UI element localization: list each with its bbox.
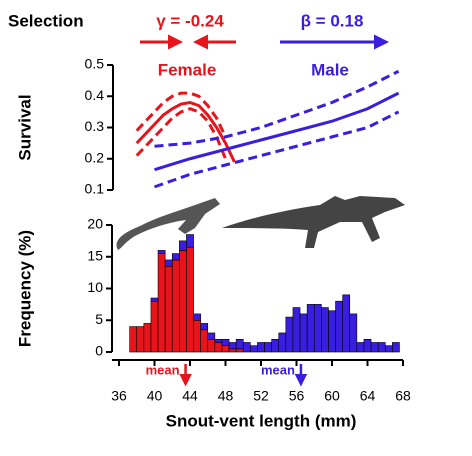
histogram-bar <box>328 310 336 353</box>
histogram-bar <box>299 313 308 353</box>
x-tick-label: 40 <box>147 388 163 404</box>
histogram-bar <box>207 332 216 340</box>
histogram-bar <box>207 338 216 353</box>
histogram-bar <box>285 316 294 353</box>
histogram-bar <box>157 250 166 254</box>
x-axis-label: Snout-vent length (mm) <box>166 411 357 430</box>
survival-line <box>154 110 400 189</box>
histogram-bar <box>264 342 272 353</box>
histogram-bar <box>342 294 351 353</box>
histogram-bar <box>356 342 365 353</box>
histogram-bar <box>200 323 209 331</box>
x-tick-label: 68 <box>395 388 411 404</box>
y-tick-label: 0.1 <box>85 181 105 197</box>
y-tick-label: 0.3 <box>85 118 105 134</box>
female-lizard <box>116 198 220 250</box>
mean-label: mean <box>146 362 180 377</box>
x-tick-label: 48 <box>218 388 234 404</box>
histogram-bar <box>164 265 173 353</box>
histogram-bar <box>392 342 400 353</box>
histogram-bar <box>313 304 322 353</box>
histogram-bar <box>278 332 287 353</box>
histogram-bar <box>221 338 230 346</box>
male-lizard <box>222 196 405 248</box>
y-axis-label: Frequency (%) <box>15 230 34 347</box>
y-tick-label: 0.2 <box>85 149 105 165</box>
histogram-bar <box>321 307 329 353</box>
histogram-bar <box>370 342 379 353</box>
mean-label: mean <box>261 362 295 377</box>
histogram-bar <box>186 234 194 248</box>
histogram-bar <box>179 240 187 251</box>
histogram-bar <box>228 342 237 350</box>
histogram-bar <box>250 345 258 353</box>
histogram-bar <box>143 323 152 353</box>
x-tick-label: 64 <box>360 388 376 404</box>
survival-line <box>154 91 400 172</box>
histogram-bar <box>228 348 237 353</box>
header: Selection <box>8 11 84 30</box>
histogram-bar <box>164 259 173 267</box>
x-tick-label: 60 <box>324 388 340 404</box>
histogram-bar <box>235 338 244 350</box>
y-tick-label: 20 <box>87 216 103 232</box>
histogram-bar <box>171 259 180 353</box>
y-tick-label: 0 <box>95 343 103 359</box>
y-tick-label: 0.5 <box>85 56 105 72</box>
histogram-bar <box>171 253 180 261</box>
x-tick-label: 52 <box>253 388 269 404</box>
histogram-bar <box>235 348 244 353</box>
histogram-bar <box>349 313 358 353</box>
histogram-bar <box>384 345 393 353</box>
survival-line <box>135 107 227 160</box>
histogram-bar <box>150 297 159 302</box>
x-tick-label: 36 <box>111 388 127 404</box>
survival-line <box>135 91 227 138</box>
histogram-bar <box>335 300 343 353</box>
selection-label: β = 0.18 <box>301 11 364 30</box>
y-axis-label: Survival <box>15 94 34 160</box>
sex-label: Female <box>158 60 217 79</box>
x-tick-label: 56 <box>289 388 305 404</box>
selection-label: γ = -0.24 <box>156 11 224 30</box>
histogram-bar <box>292 307 301 353</box>
y-tick-label: 15 <box>87 247 103 263</box>
histogram-bar <box>136 326 145 353</box>
histogram-bar <box>221 345 230 353</box>
histogram-bar <box>129 326 138 353</box>
y-tick-label: 0.4 <box>85 87 105 103</box>
histogram-bar <box>306 304 315 353</box>
histogram-bar <box>214 338 223 343</box>
histogram-bar <box>179 250 187 353</box>
histogram-bar <box>214 342 223 353</box>
survival-line <box>154 69 400 148</box>
x-tick-label: 44 <box>182 388 198 404</box>
sex-label: Male <box>311 60 349 79</box>
histogram-bar <box>150 300 159 353</box>
y-tick-label: 10 <box>87 279 103 295</box>
survival-line <box>135 100 236 163</box>
histogram-bar <box>271 338 280 353</box>
y-tick-label: 5 <box>95 311 103 327</box>
histogram-bar <box>157 253 166 353</box>
histogram-bar <box>193 319 201 353</box>
histogram-bar <box>242 342 251 353</box>
histogram-bar <box>200 329 209 353</box>
histogram-bar <box>257 342 265 353</box>
histogram-bar <box>363 338 372 353</box>
histogram-bar <box>377 342 386 353</box>
histogram-bar <box>186 246 194 353</box>
histogram-bar <box>193 313 201 321</box>
